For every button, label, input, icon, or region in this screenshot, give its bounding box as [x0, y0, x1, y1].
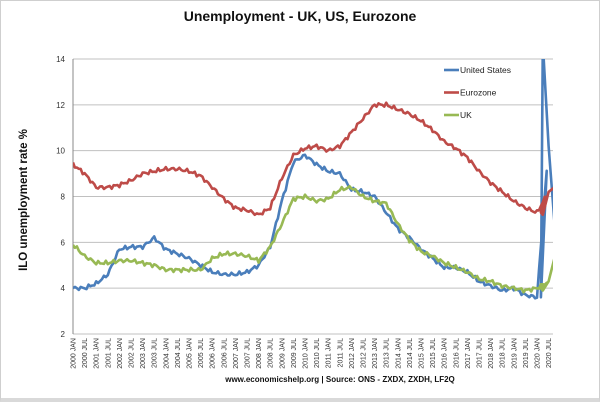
x-tick-label: 2011 JUL	[337, 338, 344, 368]
x-tick-label: 2008 JUL	[268, 338, 275, 368]
x-tick-label: 2015 JUL	[430, 338, 437, 368]
x-tick-label: 2012 JUL	[361, 338, 368, 368]
y-tick-label: 10	[56, 147, 65, 156]
x-tick-label: 2019 JUL	[523, 338, 530, 368]
x-tick-label: 2002 JUL	[129, 338, 136, 368]
x-tick-label: 2017 JAN	[465, 338, 472, 369]
legend-label: United States	[460, 65, 511, 75]
y-tick-label: 2	[61, 330, 66, 339]
x-tick-label: 2004 JAN	[163, 338, 170, 369]
x-tick-label: 2018 JAN	[488, 338, 495, 369]
x-tick-label: 2009 JUL	[291, 338, 298, 368]
y-tick-label: 14	[56, 55, 65, 64]
series-line-united-states	[73, 59, 553, 300]
y-tick-label: 6	[61, 238, 66, 247]
source-footer: www.economicshelp.org | Source: ONS - ZX…	[225, 375, 455, 384]
x-tick-label: 2014 JAN	[395, 338, 402, 369]
x-tick-label: 2016 JAN	[442, 338, 449, 369]
x-tick-label: 2020 JAN	[535, 338, 542, 369]
x-tick-label: 2013 JUL	[384, 338, 391, 368]
legend: United States Eurozone UK	[444, 65, 511, 120]
x-tick-label: 2000 JAN	[71, 338, 78, 369]
x-tick-label: 2015 JAN	[419, 338, 426, 369]
x-tick-label: 2018 JUL	[500, 338, 507, 368]
x-tick-label: 2020 JUL	[546, 338, 553, 368]
x-tick-label: 2006 JUL	[221, 338, 228, 368]
x-tick-label: 2016 JUL	[453, 338, 460, 368]
x-tick-label: 2000 JUL	[82, 338, 89, 368]
x-tick-label: 2011 JAN	[326, 338, 333, 368]
x-tick-label: 2005 JUL	[198, 338, 205, 368]
legend-label: Eurozone	[460, 88, 497, 98]
x-tick-label: 2010 JUL	[314, 338, 321, 368]
y-tick-label: 4	[61, 284, 66, 293]
x-tick-label: 2017 JUL	[477, 338, 484, 368]
x-tick-label: 2001 JAN	[94, 338, 101, 369]
x-tick-label: 2002 JAN	[117, 338, 124, 369]
x-tick-label: 2005 JAN	[187, 338, 194, 369]
y-tick-label: 8	[61, 193, 66, 202]
x-tick-label: 2013 JAN	[372, 338, 379, 369]
x-tick-label: 2014 JUL	[407, 338, 414, 368]
x-tick-label: 2007 JAN	[233, 338, 240, 369]
chart-title: Unemployment - UK, US, Eurozone	[183, 8, 417, 24]
x-tick-label: 2007 JUL	[245, 338, 252, 368]
x-tick-label: 2012 JAN	[349, 338, 356, 369]
x-tick-label: 2004 JUL	[175, 338, 182, 368]
x-tick-label: 2009 JAN	[279, 338, 286, 369]
y-tick-label: 12	[56, 101, 65, 110]
legend-label: UK	[460, 110, 472, 120]
series-line-uk	[73, 184, 553, 294]
x-tick-label: 2003 JAN	[140, 338, 147, 369]
x-tick-label: 2003 JUL	[152, 338, 159, 368]
series-line-eurozone	[73, 101, 553, 217]
x-tick-label: 2006 JAN	[210, 338, 217, 369]
x-tick-label: 2008 JAN	[256, 338, 263, 369]
x-tick-label: 2019 JAN	[511, 338, 518, 369]
x-tick-label: 2010 JAN	[303, 338, 310, 369]
x-tick-label: 2001 JUL	[105, 338, 112, 368]
